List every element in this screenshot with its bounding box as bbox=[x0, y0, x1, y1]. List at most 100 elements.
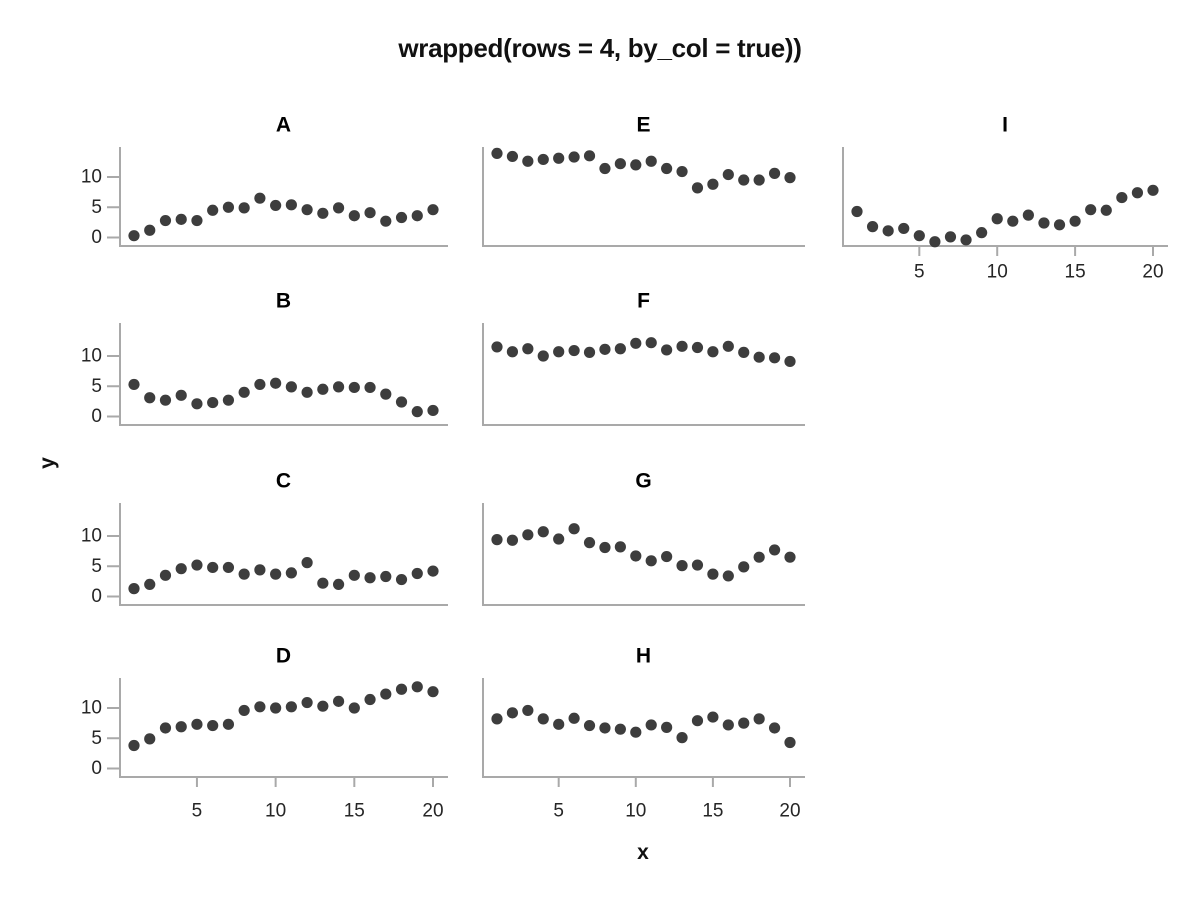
scatter-point bbox=[395, 396, 408, 408]
scatter-point bbox=[317, 577, 329, 589]
scatter-point bbox=[568, 712, 580, 724]
scatter-point bbox=[175, 213, 187, 225]
scatter-point bbox=[707, 711, 719, 723]
scatter-point bbox=[944, 231, 957, 243]
scatter-point bbox=[348, 702, 360, 714]
scatter-point bbox=[1147, 184, 1159, 196]
scatter-point bbox=[270, 199, 282, 212]
scatter-point bbox=[1053, 219, 1066, 231]
panel-D: D 0 5 10 5 10 15 20 bbox=[81, 645, 448, 822]
scatter-point bbox=[784, 355, 796, 368]
scatter-point bbox=[364, 693, 376, 706]
scatter-point bbox=[722, 168, 734, 181]
scatter-point bbox=[159, 569, 172, 581]
scatter-point bbox=[364, 207, 376, 219]
scatter-point bbox=[332, 202, 345, 214]
scatter-point bbox=[614, 541, 626, 553]
scatter-point bbox=[630, 726, 642, 738]
scatter-point bbox=[222, 718, 235, 730]
x-axis-tick-label: 20 bbox=[779, 801, 800, 822]
scatter-point bbox=[676, 732, 688, 744]
axis-line-A bbox=[119, 147, 448, 247]
scatter-point bbox=[285, 701, 297, 713]
scatter-point bbox=[599, 343, 611, 355]
scatter-point bbox=[768, 722, 781, 734]
y-axis-tick-label: 0 bbox=[91, 586, 102, 607]
scatter-point bbox=[301, 557, 313, 569]
scatter-point bbox=[691, 341, 704, 354]
y-axis-tick-label: 5 bbox=[91, 556, 102, 577]
scatter-point bbox=[768, 352, 781, 364]
scatter-point bbox=[898, 222, 910, 235]
scatter-point bbox=[568, 523, 580, 535]
facet-label-A: A bbox=[276, 114, 291, 137]
scatter-point bbox=[506, 707, 519, 719]
scatter-point bbox=[317, 207, 329, 219]
facet-label-E: E bbox=[636, 114, 650, 137]
scatter-point bbox=[851, 205, 863, 218]
scatter-point bbox=[254, 701, 266, 713]
scatter-point bbox=[207, 396, 219, 409]
scatter-point bbox=[317, 383, 329, 395]
scatter-point bbox=[522, 343, 534, 355]
scatter-point bbox=[913, 230, 925, 242]
facet-label-F: F bbox=[637, 290, 650, 313]
scatter-point bbox=[144, 224, 156, 236]
axis-line-F bbox=[482, 323, 805, 426]
scatter-point bbox=[207, 719, 219, 732]
y-axis-tick-label: 5 bbox=[91, 197, 102, 218]
scatter-point bbox=[753, 551, 765, 563]
y-axis-tick-label: 10 bbox=[81, 526, 102, 547]
scatter-point bbox=[395, 683, 408, 695]
panel-F: F bbox=[482, 290, 805, 426]
panel-H: H 5 10 15 20 bbox=[482, 645, 805, 822]
scatter-point bbox=[691, 182, 704, 194]
y-axis-tick-label: 5 bbox=[91, 376, 102, 397]
scatter-point bbox=[553, 718, 565, 730]
scatter-point bbox=[395, 573, 408, 586]
scatter-point bbox=[753, 713, 765, 725]
scatter-point bbox=[332, 578, 345, 591]
axis-line-E bbox=[482, 147, 805, 247]
y-axis-tick-label: 10 bbox=[81, 346, 102, 367]
scatter-point bbox=[254, 564, 266, 576]
scatter-point bbox=[411, 210, 423, 222]
scatter-point bbox=[522, 155, 534, 167]
y-axis-tick-label: 0 bbox=[91, 227, 102, 248]
scatter-point bbox=[238, 202, 250, 214]
scatter-point bbox=[254, 378, 266, 391]
scatter-point bbox=[128, 739, 140, 752]
axis-line-D bbox=[119, 678, 448, 778]
panel-A: A 0 5 10 bbox=[81, 114, 448, 248]
panel-I: I 5 10 15 20 bbox=[842, 114, 1168, 283]
scatter-point bbox=[784, 736, 796, 749]
y-axis-tick-label: 10 bbox=[81, 167, 102, 188]
scatter-point bbox=[630, 550, 642, 562]
scatter-point bbox=[738, 346, 750, 358]
scatter-point bbox=[707, 178, 719, 190]
scatter-point bbox=[630, 159, 642, 171]
axis-line-H bbox=[482, 678, 805, 778]
scatter-point bbox=[285, 567, 297, 579]
x-axis-tick-label: 10 bbox=[265, 801, 286, 822]
scatter-point bbox=[929, 236, 941, 248]
scatter-point bbox=[270, 377, 282, 389]
scatter-point bbox=[722, 340, 734, 352]
scatter-point bbox=[583, 346, 596, 358]
scatter-point bbox=[395, 211, 408, 224]
scatter-point bbox=[784, 172, 796, 184]
scatter-point bbox=[645, 719, 657, 731]
scatter-point bbox=[128, 230, 140, 242]
scatter-point bbox=[568, 344, 580, 357]
scatter-point bbox=[238, 704, 250, 717]
scatter-point bbox=[1131, 187, 1144, 199]
scatter-point bbox=[976, 227, 988, 239]
x-axis-tick-label: 15 bbox=[702, 801, 723, 822]
x-axis-tick-label: 5 bbox=[914, 262, 925, 283]
scatter-point bbox=[676, 560, 688, 572]
scatter-point bbox=[491, 341, 503, 353]
scatter-point bbox=[427, 204, 439, 216]
scatter-point bbox=[506, 346, 519, 358]
scatter-point bbox=[738, 561, 750, 573]
